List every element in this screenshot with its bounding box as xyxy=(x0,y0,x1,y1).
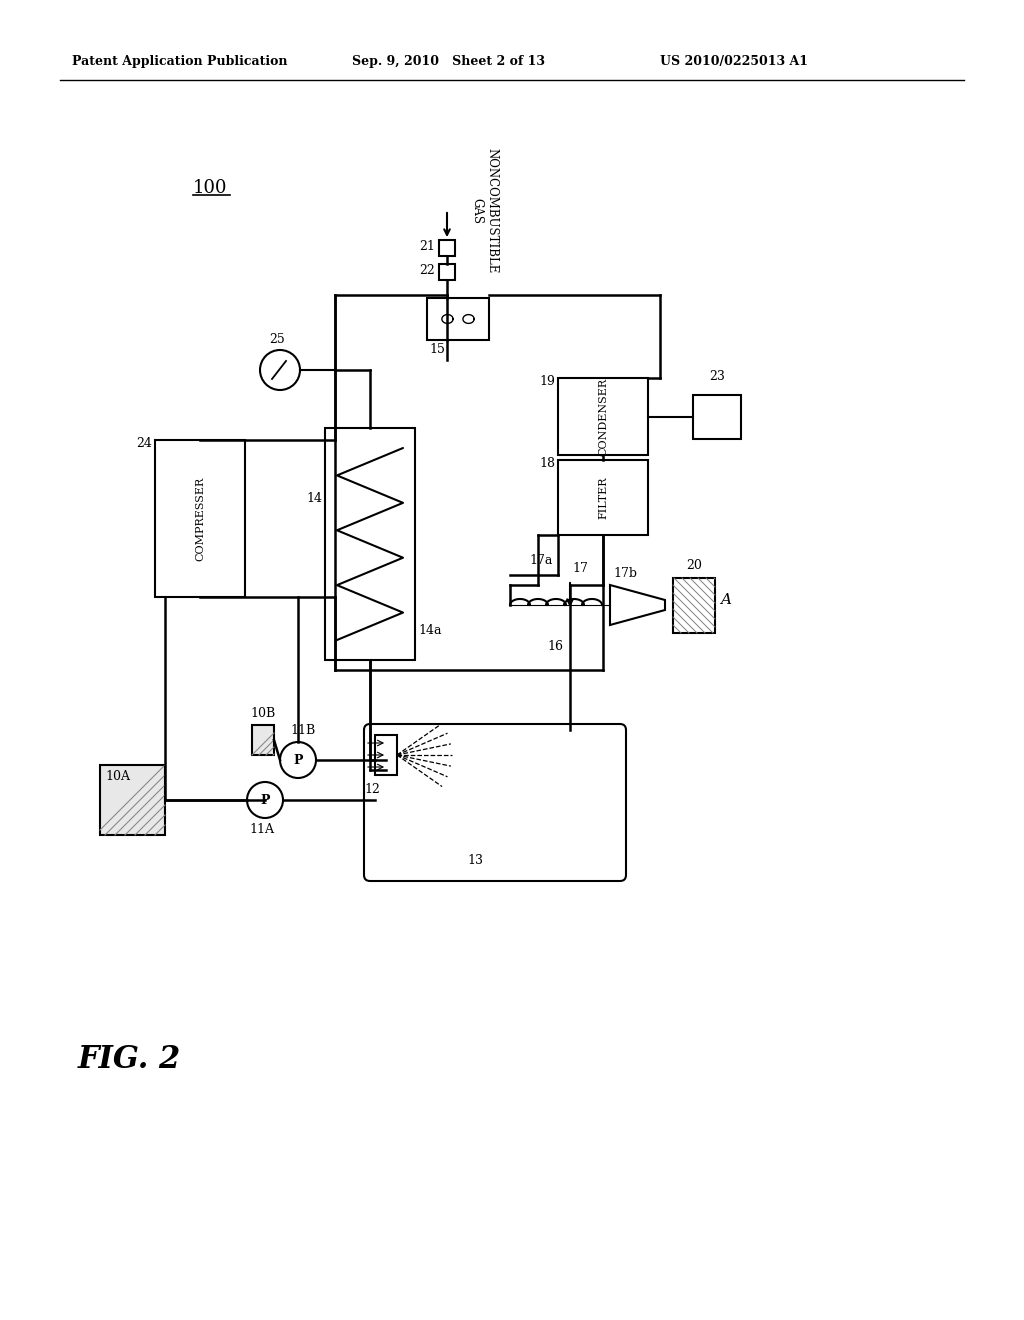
Text: 10B: 10B xyxy=(251,708,275,719)
Text: US 2010/0225013 A1: US 2010/0225013 A1 xyxy=(660,55,808,69)
Text: 19: 19 xyxy=(539,375,555,388)
Text: 21: 21 xyxy=(419,239,435,252)
Text: 24: 24 xyxy=(136,437,152,450)
Text: 20: 20 xyxy=(686,558,701,572)
Text: P: P xyxy=(293,754,303,767)
Bar xyxy=(155,440,245,597)
Bar xyxy=(558,378,648,455)
Text: 15: 15 xyxy=(429,343,444,356)
Text: 17a: 17a xyxy=(529,553,553,566)
Text: 12: 12 xyxy=(365,783,380,796)
Text: CONDENSER: CONDENSER xyxy=(598,378,608,455)
Bar xyxy=(252,725,274,755)
Text: Patent Application Publication: Patent Application Publication xyxy=(72,55,288,69)
Bar xyxy=(325,428,415,660)
Text: Sep. 9, 2010   Sheet 2 of 13: Sep. 9, 2010 Sheet 2 of 13 xyxy=(352,55,545,69)
Text: 22: 22 xyxy=(419,264,435,276)
Text: 10A: 10A xyxy=(105,770,130,783)
Text: 16: 16 xyxy=(547,640,563,653)
Text: 23: 23 xyxy=(709,371,725,384)
Text: 13: 13 xyxy=(467,854,483,867)
Text: FILTER: FILTER xyxy=(598,477,608,519)
Text: A: A xyxy=(720,594,731,607)
Text: 100: 100 xyxy=(193,180,227,197)
Text: COMPRESSER: COMPRESSER xyxy=(195,477,205,561)
Text: NONCOMBUSTIBLE
GAS: NONCOMBUSTIBLE GAS xyxy=(470,148,498,273)
Bar xyxy=(100,766,165,836)
Bar xyxy=(375,735,397,775)
Text: FIG. 2: FIG. 2 xyxy=(78,1044,181,1076)
Text: 14: 14 xyxy=(306,491,322,504)
Text: 11B: 11B xyxy=(291,723,315,737)
Text: 17b: 17b xyxy=(613,568,637,579)
Bar xyxy=(439,264,455,280)
Bar xyxy=(693,395,741,438)
Bar xyxy=(439,240,455,256)
FancyBboxPatch shape xyxy=(364,723,626,880)
Bar xyxy=(558,459,648,535)
Text: 18: 18 xyxy=(539,457,555,470)
Bar xyxy=(673,578,715,634)
Text: P: P xyxy=(260,793,269,807)
Polygon shape xyxy=(610,585,665,624)
Text: 14a: 14a xyxy=(418,623,441,636)
Text: 11A: 11A xyxy=(250,822,274,836)
Text: 17: 17 xyxy=(572,562,588,576)
Bar xyxy=(427,298,489,341)
Text: 25: 25 xyxy=(269,333,285,346)
